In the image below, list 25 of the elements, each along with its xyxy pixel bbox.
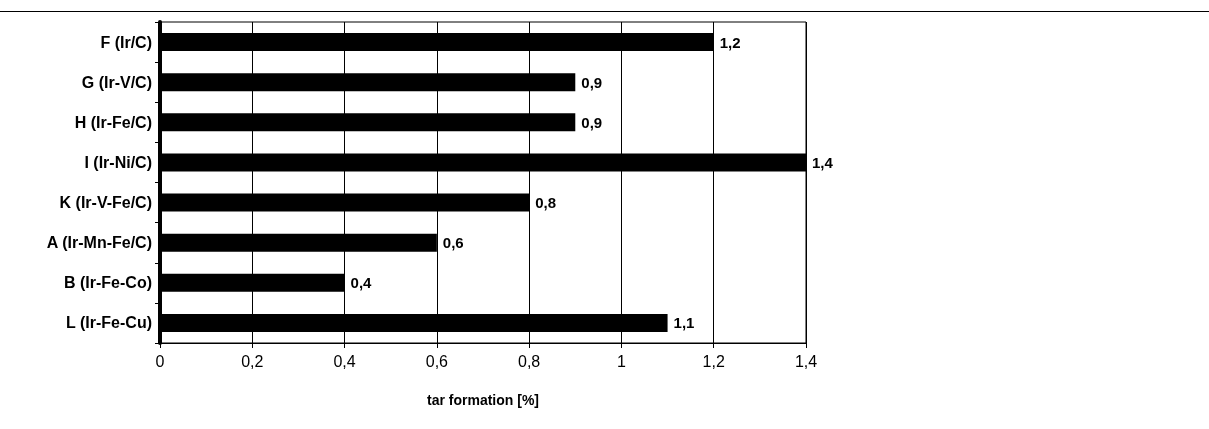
x-tick-label: 0,4 [333, 352, 356, 370]
x-tick-label: 0,8 [518, 352, 541, 370]
y-tick-label: L (Ir-Fe-Cu) [66, 314, 152, 332]
y-tick-label: I (Ir-Ni/C) [84, 153, 152, 171]
x-axis-title: tar formation [%] [427, 392, 539, 408]
data-label: 1,2 [719, 33, 741, 51]
y-tick-label: F (Ir/C) [100, 33, 152, 51]
x-tick-label: 1,2 [702, 352, 725, 370]
y-tick-label: A (Ir-Mn-Fe/C) [46, 234, 152, 252]
data-label: 0,9 [581, 113, 603, 131]
data-label: 0,9 [581, 73, 603, 91]
x-tick-label: 0,6 [425, 352, 449, 370]
y-tick-label: G (Ir-V/C) [81, 73, 152, 91]
x-tick-label: 0,2 [241, 352, 264, 370]
data-label: 0,8 [535, 194, 556, 212]
y-tick-label: B (Ir-Fe-Co) [64, 274, 152, 292]
x-tick-label: 1 [616, 352, 626, 370]
y-tick-label: H (Ir-Fe/C) [74, 113, 152, 131]
x-tick-label: 0 [155, 352, 165, 370]
y-tick-label: K (Ir-V-Fe/C) [59, 194, 152, 212]
data-label: 1,1 [673, 314, 695, 332]
data-label: 0,4 [350, 274, 373, 292]
data-label: 1,4 [812, 153, 834, 171]
x-tick-label: 1,4 [794, 352, 818, 370]
data-label: 0,6 [442, 234, 464, 252]
